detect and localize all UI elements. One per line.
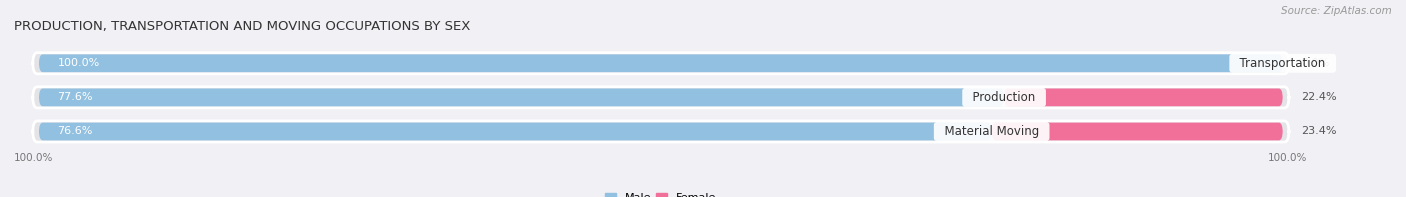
Text: 100.0%: 100.0% xyxy=(58,58,100,68)
FancyBboxPatch shape xyxy=(39,54,1282,72)
Text: 23.4%: 23.4% xyxy=(1302,126,1337,137)
Text: 0.0%: 0.0% xyxy=(1302,58,1330,68)
Text: 100.0%: 100.0% xyxy=(1268,153,1308,163)
FancyBboxPatch shape xyxy=(32,53,1289,74)
Text: Transportation: Transportation xyxy=(1232,57,1333,70)
Text: 22.4%: 22.4% xyxy=(1302,92,1337,102)
Text: 100.0%: 100.0% xyxy=(14,153,53,163)
FancyBboxPatch shape xyxy=(1004,88,1282,106)
Text: 76.6%: 76.6% xyxy=(58,126,93,137)
FancyBboxPatch shape xyxy=(991,123,1282,140)
Text: 77.6%: 77.6% xyxy=(58,92,93,102)
Text: Production: Production xyxy=(966,91,1043,104)
FancyBboxPatch shape xyxy=(32,121,1289,142)
FancyBboxPatch shape xyxy=(32,87,1289,108)
Legend: Male, Female: Male, Female xyxy=(600,188,721,197)
FancyBboxPatch shape xyxy=(39,123,991,140)
Text: Source: ZipAtlas.com: Source: ZipAtlas.com xyxy=(1281,6,1392,16)
Text: Material Moving: Material Moving xyxy=(936,125,1046,138)
FancyBboxPatch shape xyxy=(39,88,1004,106)
Text: PRODUCTION, TRANSPORTATION AND MOVING OCCUPATIONS BY SEX: PRODUCTION, TRANSPORTATION AND MOVING OC… xyxy=(14,20,471,33)
